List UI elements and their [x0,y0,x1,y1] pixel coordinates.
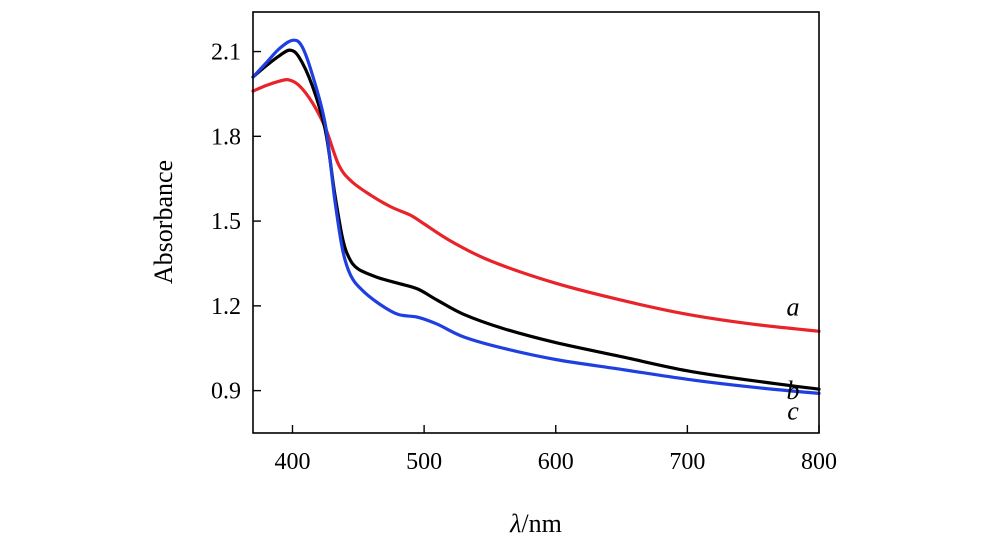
series-line-c [251,38,821,395]
y-tick-label-1.2: 1.2 [211,294,241,320]
x-tick-label-700: 700 [669,449,705,475]
x-axis-symbol: λ [509,509,521,538]
series-label-a: a [787,292,800,321]
y-tick-label-2.1: 2.1 [211,40,241,66]
series-layer [251,38,821,395]
x-tick-label-800: 800 [801,449,837,475]
plot-frame [252,11,820,434]
y-axis-title: Absorbance [149,160,178,284]
x-tick-label-600: 600 [538,449,574,475]
y-tick-label-1.5: 1.5 [211,209,241,235]
x-tick-label-500: 500 [406,449,442,475]
series-label-b: b [787,376,800,405]
series-label-layer: a bc [787,292,800,425]
tick-layer: 400 500 600 700 800 0.9 1.2 1.5 1.8 2.1 [211,40,837,475]
y-tick-label-1.8: 1.8 [211,124,241,150]
x-tick-label-400: 400 [274,449,310,475]
series-line-a [251,77,821,333]
x-axis-unit: /nm [521,509,561,538]
x-axis-title: λ/nm [509,509,562,538]
series-label-c: c [787,396,799,425]
y-tick-label-0.9: 0.9 [211,379,241,405]
series-line-b [251,48,821,391]
